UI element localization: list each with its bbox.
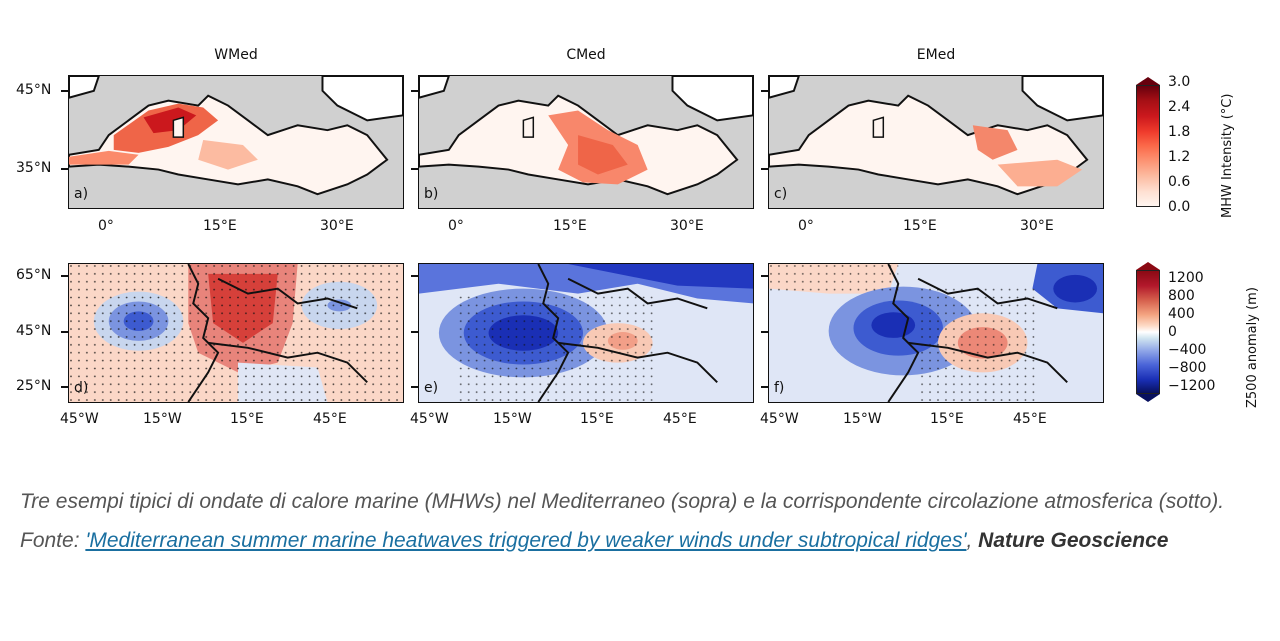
cb2-tick-1200: 1200	[1168, 270, 1204, 286]
map-b-cmed-intensity: b)	[418, 75, 754, 209]
lon-tick-c-30e: 30°E	[1020, 218, 1054, 234]
caption-text: Tre esempi tipici di ondate di calore ma…	[20, 490, 1225, 552]
lon-tick-b-30e: 30°E	[670, 218, 704, 234]
lon-tick-d-45e: 45°E	[313, 411, 347, 427]
cb-tick-0.0: 0.0	[1168, 199, 1191, 215]
panel-title-emed: EMed	[916, 47, 956, 63]
panel-title-cmed: CMed	[566, 47, 606, 63]
lon-tick-b-15e: 15°E	[553, 218, 587, 234]
cb2-tick-neg400: −400	[1168, 342, 1207, 358]
panel-label-c: c)	[774, 186, 788, 202]
lon-tick-f-15e: 15°E	[930, 411, 964, 427]
cb-tick-3.0: 3.0	[1168, 74, 1191, 90]
lon-tick-d-45w: 45°W	[60, 411, 99, 427]
panel-label-b: b)	[424, 186, 439, 202]
lon-tick-e-15e: 15°E	[580, 411, 614, 427]
cb2-tick-neg800: −800	[1168, 360, 1207, 376]
lat-tick-65n: 65°N	[16, 267, 52, 283]
panel-label-f: f)	[774, 380, 785, 396]
lon-tick-f-45e: 45°E	[1013, 411, 1047, 427]
map-e-cmed-z500: e)	[418, 263, 754, 403]
lat-tick-45n: 45°N	[16, 82, 52, 98]
lon-tick-a-15e: 15°E	[203, 218, 237, 234]
lat-tick-35n: 35°N	[16, 160, 52, 176]
lon-tick-f-45w: 45°W	[760, 411, 799, 427]
lon-tick-c-0: 0°	[798, 218, 814, 234]
lon-tick-a-0: 0°	[98, 218, 114, 234]
lon-tick-d-15w: 15°W	[143, 411, 182, 427]
cb-tick-0.6: 0.6	[1168, 174, 1191, 190]
panel-label-d: d)	[74, 380, 89, 396]
cb2-tick-400: 400	[1168, 306, 1195, 322]
cb-tick-1.8: 1.8	[1168, 124, 1191, 140]
figure-caption: Tre esempi tipici di ondate di calore ma…	[20, 482, 1270, 560]
lat-tick-25n: 25°N	[16, 378, 52, 394]
map-a-wmed-intensity: a)	[68, 75, 404, 209]
lon-tick-e-45e: 45°E	[663, 411, 697, 427]
lon-tick-a-30e: 30°E	[320, 218, 354, 234]
colorbar-mhw-intensity	[1136, 85, 1160, 207]
cb2-tick-0: 0	[1168, 324, 1177, 340]
lon-tick-b-0: 0°	[448, 218, 464, 234]
colorbar-title-mhw: MHW Intensity (°C)	[1220, 93, 1235, 218]
journal-name: Nature Geoscience	[978, 529, 1169, 552]
cb-tick-1.2: 1.2	[1168, 149, 1191, 165]
cb2-tick-800: 800	[1168, 288, 1195, 304]
lon-tick-e-15w: 15°W	[493, 411, 532, 427]
cb-tick-2.4: 2.4	[1168, 99, 1191, 115]
lon-tick-e-45w: 45°W	[410, 411, 449, 427]
caption-separator: ,	[966, 529, 973, 552]
lon-tick-f-15w: 15°W	[843, 411, 882, 427]
lon-tick-c-15e: 15°E	[903, 218, 937, 234]
colorbar-z500-anomaly	[1136, 270, 1160, 394]
colorbar-title-z500: Z500 anomaly (m)	[1245, 287, 1260, 408]
map-f-emed-z500: f)	[768, 263, 1104, 403]
panel-label-a: a)	[74, 186, 89, 202]
map-c-emed-intensity: c)	[768, 75, 1104, 209]
lon-tick-d-15e: 15°E	[230, 411, 264, 427]
panel-label-e: e)	[424, 380, 439, 396]
panel-title-wmed: WMed	[214, 47, 258, 63]
lat-tick-45n-bottom: 45°N	[16, 323, 52, 339]
source-article-link[interactable]: 'Mediterranean summer marine heatwaves t…	[85, 529, 967, 552]
cb2-tick-neg1200: −1200	[1168, 378, 1216, 394]
map-d-wmed-z500: d)	[68, 263, 404, 403]
